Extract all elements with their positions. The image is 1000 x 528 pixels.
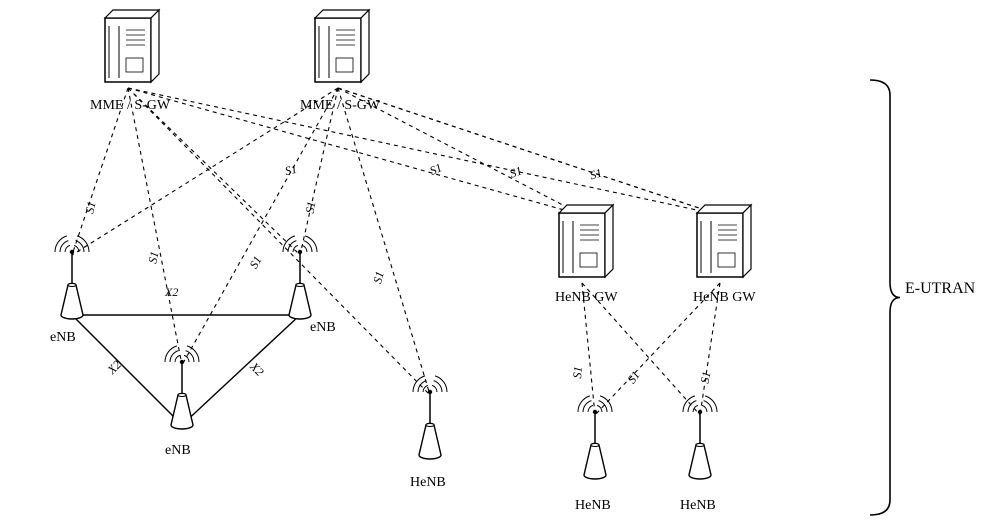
system-label: E-UTRAN bbox=[905, 280, 975, 298]
diagram-stage: MME / S-GW MME / S-GW HeNB GW HeNB GW eNB eNB… bbox=[0, 0, 1000, 528]
gw1-label: HeNB GW bbox=[555, 290, 618, 306]
mme2-label: MME / S-GW bbox=[300, 98, 380, 114]
enb3-label: eNB bbox=[165, 443, 191, 459]
gw2-label: HeNB GW bbox=[693, 290, 756, 306]
henb3-label: HeNB bbox=[680, 498, 716, 514]
link-label: S1 bbox=[698, 370, 715, 384]
link-label: S1 bbox=[570, 366, 586, 379]
enb2-label: eNB bbox=[310, 320, 336, 336]
henb2-label: HeNB bbox=[575, 498, 611, 514]
diagram-svg bbox=[0, 0, 1000, 528]
link-label: S1 bbox=[303, 201, 320, 215]
enb1-label: eNB bbox=[50, 330, 76, 346]
henb1-label: HeNB bbox=[410, 475, 446, 491]
mme1-label: MME / S-GW bbox=[90, 98, 170, 114]
link-label: X2 bbox=[165, 285, 178, 300]
